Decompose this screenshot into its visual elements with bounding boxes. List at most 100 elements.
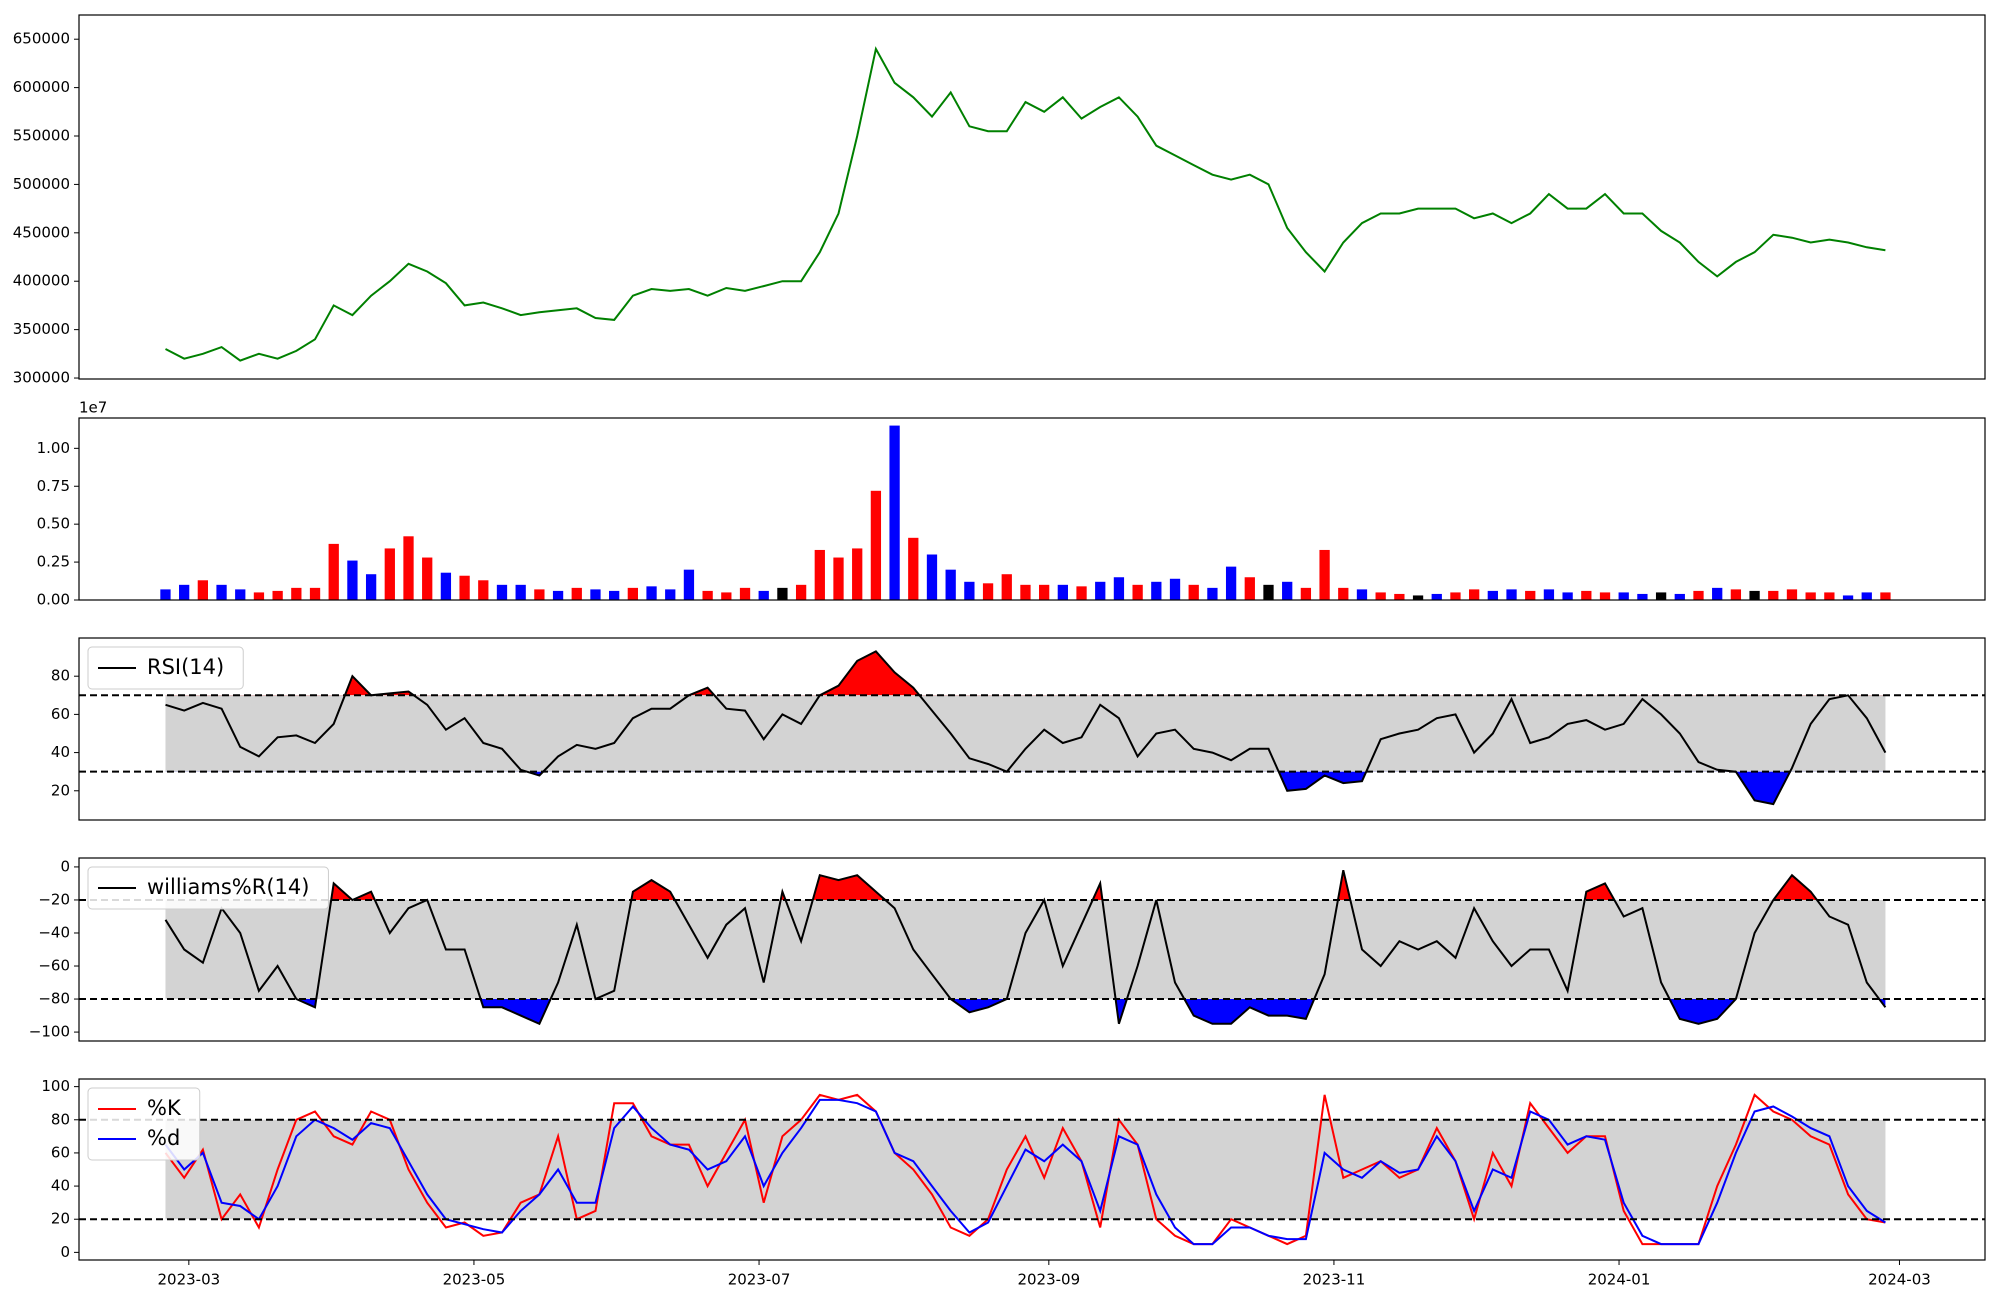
volume-bar — [1394, 593, 1405, 600]
y-tick-label: 20 — [51, 1210, 70, 1228]
y-tick-label: 40 — [51, 743, 70, 761]
y-tick-label: 600000 — [13, 78, 70, 96]
volume-bar — [1618, 592, 1629, 600]
panel: 0 20 40 60 80 100 2023-03 2023-05 2023-07 2023-09… — [41, 1077, 1986, 1289]
volume-bar — [1225, 566, 1237, 600]
volume-bar — [1412, 595, 1424, 600]
volume-bar — [870, 490, 882, 600]
volume-bar — [1768, 590, 1779, 600]
volume-bar — [702, 590, 713, 600]
legend-label: williams%R(14) — [147, 875, 309, 899]
x-tick-label: 2023-07 — [728, 1271, 791, 1289]
volume-bar — [1076, 586, 1087, 600]
y-tick-label: 0.25 — [37, 553, 70, 571]
y-tick-label: −80 — [38, 990, 70, 1008]
volume-bar — [515, 584, 526, 600]
volume-bar — [1244, 577, 1255, 600]
legend-box — [87, 866, 329, 910]
series-line — [165, 650, 1887, 806]
volume-bar — [1282, 581, 1293, 600]
volume-bar — [964, 581, 975, 600]
axes-frame — [78, 637, 1986, 821]
volume-bar — [1581, 590, 1592, 600]
y-tick-label: 450000 — [13, 223, 70, 241]
volume-bar — [1730, 589, 1742, 600]
legend: %K %d — [87, 1087, 201, 1161]
axes-frame — [78, 1078, 1986, 1261]
y-tick-label: 1.00 — [37, 439, 70, 457]
volume-bar — [328, 543, 339, 600]
overbought-fill — [344, 651, 920, 696]
axes-frame — [78, 14, 1986, 380]
volume-bar — [1188, 584, 1199, 600]
volume-bar — [571, 587, 582, 600]
volume-bar — [1338, 587, 1349, 600]
volume-bar — [309, 587, 321, 600]
x-tick-label: 2024-03 — [1868, 1271, 1931, 1289]
y-tick-label: 650000 — [13, 30, 70, 48]
x-tick-label: 2024-01 — [1588, 1271, 1651, 1289]
y-tick-label: 500000 — [13, 175, 70, 193]
panel: 0.00 0.25 0.50 0.75 1.00 1e7 — [37, 399, 1986, 609]
y-tick-label: 0.75 — [37, 477, 70, 495]
legend-box — [87, 1087, 201, 1161]
volume-bar — [1693, 590, 1704, 600]
volume-bar — [1375, 592, 1386, 600]
volume-bar — [665, 589, 676, 600]
volume-bar — [1712, 587, 1723, 600]
volume-bar — [253, 592, 265, 600]
volume-bar — [1356, 589, 1368, 600]
volume-bar — [1057, 584, 1068, 600]
volume-bar — [384, 548, 395, 600]
panel: 20 40 60 80 RSI(14) — [51, 637, 1986, 821]
legend: williams%R(14) — [87, 866, 329, 910]
y-tick-label: 60 — [51, 705, 70, 723]
volume-bar — [852, 548, 863, 600]
volume-bar — [1805, 592, 1816, 600]
volume-bar — [833, 557, 844, 600]
volume-bar — [1113, 577, 1125, 600]
volume-bar — [1525, 590, 1536, 600]
volume-bar — [459, 575, 470, 600]
panel: −100 −80 −60 −40 −20 0 williams%R(14) — [29, 857, 1986, 1042]
y-tick-label: −60 — [38, 957, 70, 975]
volume-bar — [1319, 549, 1330, 600]
volume-bar — [1132, 584, 1143, 600]
volume-bar — [1207, 587, 1218, 600]
volume-bar — [814, 549, 825, 600]
volume-bar — [609, 590, 620, 600]
legend-label: RSI(14) — [147, 655, 224, 679]
volume-bar — [889, 425, 900, 600]
x-tick-label: 2023-11 — [1303, 1271, 1366, 1289]
volume-bar — [795, 584, 807, 600]
series-line — [164, 1098, 1886, 1246]
volume-bar — [1169, 578, 1181, 600]
volume-bar — [179, 584, 190, 600]
legend-label: %d — [147, 1126, 180, 1150]
offset-label: 1e7 — [79, 399, 107, 417]
volume-bar — [945, 569, 956, 600]
volume-bar — [197, 580, 208, 600]
y-tick-label: −20 — [38, 890, 70, 908]
legend-box — [87, 646, 244, 690]
volume-bar — [590, 589, 601, 600]
axes-frame — [78, 857, 1986, 1042]
x-tick-label: 2023-03 — [157, 1271, 220, 1289]
volume-bar — [1300, 587, 1312, 600]
volume-bar — [721, 592, 732, 600]
volume-bar — [422, 557, 433, 600]
volume-bar — [1861, 592, 1872, 600]
volume-bar — [627, 587, 638, 600]
volume-bar — [1151, 581, 1162, 600]
y-tick-label: 80 — [51, 1110, 70, 1128]
volume-bar — [1880, 592, 1891, 600]
y-tick-label: 0.00 — [37, 591, 70, 609]
volume-bar — [777, 587, 788, 600]
series-line — [165, 46, 1886, 362]
y-tick-label: 60 — [51, 1143, 70, 1161]
y-tick-label: 80 — [51, 667, 70, 685]
y-tick-label: 100 — [41, 1077, 70, 1095]
volume-bar — [683, 569, 695, 600]
volume-bar — [1469, 589, 1480, 600]
